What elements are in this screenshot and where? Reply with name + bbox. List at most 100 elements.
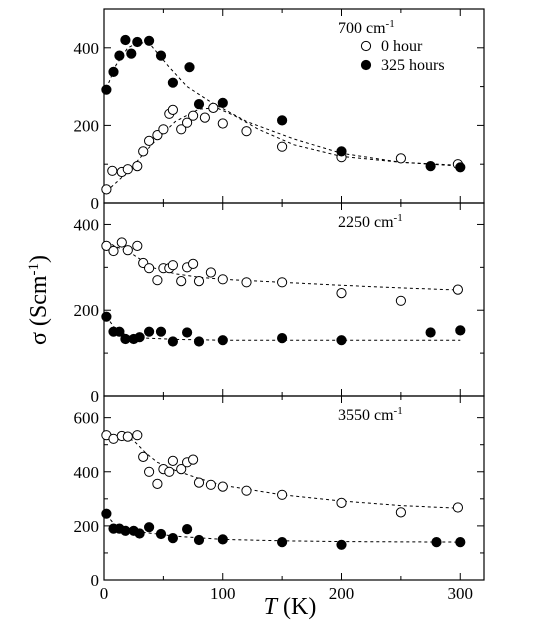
data-point-filled	[336, 539, 347, 550]
data-point-open	[188, 258, 199, 269]
data-point-open	[208, 102, 219, 114]
y-tick-label: 0	[91, 194, 100, 213]
data-point-open	[336, 288, 347, 299]
data-point-filled	[277, 115, 288, 126]
data-point-open	[158, 124, 169, 135]
legend-label: 325 hours	[381, 57, 445, 74]
data-point-filled	[144, 326, 155, 337]
data-point-filled	[167, 533, 178, 544]
data-point-filled	[182, 524, 193, 535]
data-point-open	[217, 274, 228, 285]
data-point-filled	[132, 36, 143, 48]
data-point-open	[452, 284, 463, 295]
data-point-open	[152, 275, 163, 286]
data-point-filled	[193, 99, 205, 110]
data-point-filled	[155, 528, 167, 540]
data-point-open	[132, 240, 143, 251]
data-point-open	[217, 118, 228, 129]
data-point-open	[108, 245, 119, 257]
data-point-filled	[114, 50, 125, 61]
data-point-open	[182, 117, 193, 128]
fit-curve-open	[106, 107, 461, 192]
data-point-open	[138, 451, 149, 462]
data-point-open	[277, 141, 288, 152]
panel-title: 700 cm-1	[338, 18, 395, 37]
data-point-open	[193, 477, 205, 488]
data-point-filled	[114, 326, 125, 337]
fit-curve-open	[106, 241, 461, 291]
data-point-filled	[134, 528, 145, 539]
data-point-filled	[108, 66, 119, 78]
data-point-open	[277, 277, 288, 288]
panel-title: 2250 cm-1	[338, 212, 403, 231]
data-point-open	[199, 112, 210, 123]
data-point-filled	[336, 146, 347, 157]
panel-2: 0 200 400 2250 cm-1	[74, 202, 485, 406]
data-point-filled	[144, 35, 155, 46]
data-point-filled	[277, 333, 288, 344]
data-point-filled	[144, 522, 155, 533]
y-tick-label: 400	[74, 39, 100, 58]
data-point-open	[205, 267, 216, 278]
y-axis-title: σ (Scm-1)	[26, 255, 52, 345]
y-tick-label: 200	[74, 301, 100, 320]
data-point-open	[241, 126, 252, 137]
data-point-filled	[425, 327, 436, 338]
data-point-open	[132, 430, 143, 441]
data-point-open	[167, 104, 178, 116]
data-point-open	[144, 135, 155, 146]
data-point-filled	[120, 34, 131, 46]
data-point-open	[116, 237, 127, 248]
data-point-open	[452, 502, 463, 513]
data-point-open	[101, 240, 112, 251]
legend-marker-filled	[360, 59, 372, 71]
data-point-filled	[134, 332, 145, 343]
data-point-open	[395, 295, 406, 306]
data-point-open	[144, 466, 155, 477]
data-point-open	[132, 161, 143, 172]
data-point-open	[176, 276, 187, 287]
panels: 0 200 400 700 cm-10 hour 325 hours 0 200 400 225…	[74, 8, 485, 603]
data-point-filled	[193, 534, 205, 546]
legend-label: 0 hour	[381, 38, 423, 55]
plot-frame	[103, 8, 485, 204]
plot-frame	[103, 395, 485, 581]
data-point-filled	[101, 84, 112, 95]
data-point-filled	[101, 508, 112, 519]
fit-curve-open	[106, 433, 461, 509]
data-point-open	[122, 164, 133, 175]
data-point-filled	[336, 335, 347, 346]
data-point-open	[188, 110, 199, 121]
x-tick-label: 0	[100, 584, 109, 603]
legend-marker-open	[360, 40, 372, 52]
data-point-open	[395, 153, 406, 164]
x-tick-label: 100	[210, 584, 236, 603]
panel-3: 0 200 400 600 0 100 200 300 3550 cm-1	[74, 395, 485, 603]
data-point-filled	[101, 311, 112, 322]
data-point-filled	[455, 162, 466, 173]
data-point-filled	[182, 327, 193, 338]
panel-title: 3550 cm-1	[338, 405, 403, 424]
x-tick-label: 300	[448, 584, 474, 603]
data-point-open	[164, 466, 175, 477]
data-point-open	[277, 489, 288, 500]
data-point-filled	[431, 537, 442, 548]
data-point-filled	[217, 335, 228, 346]
data-point-filled	[155, 50, 167, 61]
data-point-open	[101, 184, 112, 195]
data-point-open	[176, 464, 187, 475]
data-point-open	[241, 485, 252, 496]
y-tick-label: 200	[74, 116, 100, 135]
panel-1: 0 200 400 700 cm-10 hour 325 hours	[74, 8, 485, 213]
data-point-open	[144, 263, 155, 274]
data-point-filled	[167, 77, 178, 88]
data-point-filled	[455, 537, 466, 548]
data-point-filled	[217, 534, 228, 545]
data-point-open	[167, 455, 178, 466]
y-tick-label: 200	[74, 517, 100, 536]
data-point-filled	[167, 336, 178, 347]
data-point-filled	[126, 48, 137, 59]
y-tick-label: 400	[74, 215, 100, 234]
data-point-filled	[217, 97, 228, 109]
